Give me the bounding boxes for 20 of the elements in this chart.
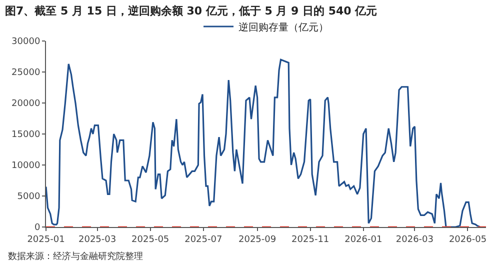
x-tick-label: 2025-11 <box>292 234 330 245</box>
y-tick-label: 20000 <box>12 99 40 110</box>
x-tick-label: 2025-07 <box>184 234 222 245</box>
line-series <box>46 58 481 227</box>
y-tick-label: 25000 <box>12 68 40 78</box>
source-note: 数据来源：经济与金融研究院整理 <box>8 251 143 262</box>
x-tick-label: 2026-01 <box>344 234 382 245</box>
y-tick-label: 0 <box>34 223 40 234</box>
x-tick-label: 2026-03 <box>396 234 434 245</box>
y-tick-label: 15000 <box>12 130 40 140</box>
legend-label: 逆回购存量（亿元） <box>238 21 328 34</box>
x-tick-label: 2025-09 <box>238 234 276 245</box>
chart-title: 图7、截至 5 月 15 日，逆回购余额 30 亿元，低于 5 月 9 日的 540 亿元 <box>5 4 378 18</box>
x-tick-label: 2025-01 <box>27 234 65 245</box>
y-tick-label: 30000 <box>12 37 40 48</box>
y-tick-label: 10000 <box>12 161 40 172</box>
x-tick-label: 2025-05 <box>132 234 170 245</box>
x-tick-label: 2026-05 <box>448 234 487 245</box>
y-tick-label: 5000 <box>17 192 40 202</box>
x-tick-label: 2025-03 <box>78 234 116 245</box>
